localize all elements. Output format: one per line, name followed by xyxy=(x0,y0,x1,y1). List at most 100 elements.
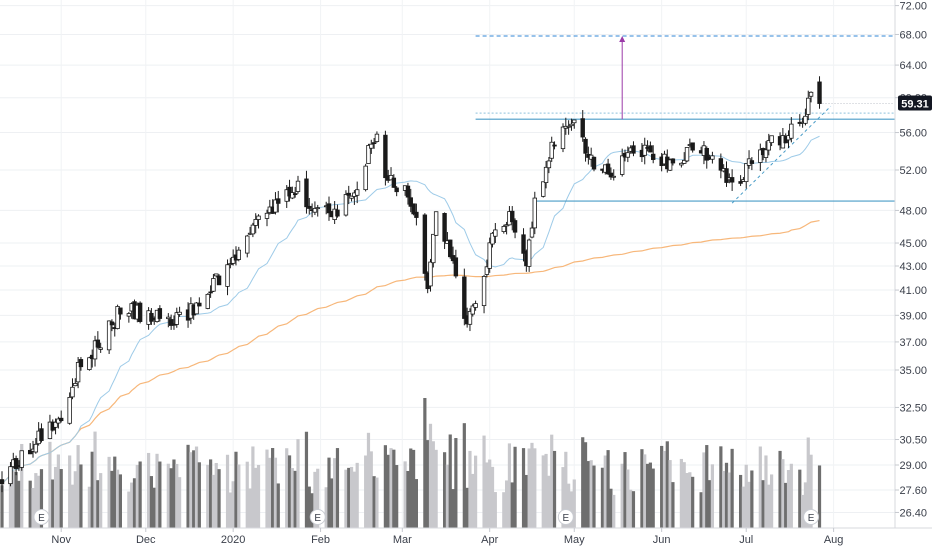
candle-body xyxy=(411,203,416,215)
volume-bar xyxy=(502,492,506,528)
candle-body xyxy=(442,213,447,242)
volume-bar xyxy=(132,478,137,528)
volume-bar xyxy=(31,487,35,528)
candle-body xyxy=(718,158,724,171)
volume-bar xyxy=(347,467,351,528)
y-axis[interactable]: 72.0068.0064.0060.0056.0052.0048.0045.00… xyxy=(895,1,927,520)
candle-body xyxy=(92,340,98,360)
volume-bar xyxy=(375,477,379,528)
volume-bar xyxy=(166,463,170,528)
x-tick-label: Dec xyxy=(136,534,156,546)
x-tick-label: Jun xyxy=(653,534,671,546)
volume-bar xyxy=(313,471,317,528)
candle-body xyxy=(343,194,349,216)
candle-body xyxy=(744,163,749,183)
earnings-marker-icon[interactable] xyxy=(557,509,574,525)
candle-body xyxy=(470,305,475,315)
volume-bar xyxy=(392,449,396,528)
candle-body xyxy=(408,197,413,207)
candle-body xyxy=(749,160,755,164)
volume-bar xyxy=(781,459,785,528)
candle-body xyxy=(619,155,625,175)
candle-body xyxy=(73,383,78,387)
volume-bar xyxy=(468,450,472,528)
x-axis[interactable]: Nov Dec 2020 Feb Mar Apr May Jun Jul Aug xyxy=(51,528,843,546)
candle-body xyxy=(292,193,298,196)
volume-bar xyxy=(564,451,568,528)
rising-trendline[interactable] xyxy=(731,105,832,204)
volume-bar xyxy=(17,480,21,528)
volume-bar xyxy=(178,477,182,528)
candle-body xyxy=(487,242,492,269)
volume-bar xyxy=(547,475,551,528)
volume-bar xyxy=(431,441,435,528)
volume-bar xyxy=(256,464,261,528)
volume-bar xyxy=(48,441,52,528)
earnings-marker-label: E xyxy=(38,513,45,524)
candle-body xyxy=(670,158,676,164)
candle-body xyxy=(363,165,368,191)
earnings-marker-icon[interactable] xyxy=(309,509,326,525)
candle-body xyxy=(13,458,19,469)
volume-bar xyxy=(369,451,373,528)
x-tick-label: Apr xyxy=(481,534,498,546)
volume-bar xyxy=(293,470,297,528)
volume-bar xyxy=(505,480,509,528)
volume-bar xyxy=(383,445,387,528)
support-resistance-lines[interactable] xyxy=(475,35,895,204)
volume-bar xyxy=(344,469,348,528)
volume-bar xyxy=(521,448,526,528)
candle-body xyxy=(560,126,566,150)
volume-bar xyxy=(330,478,334,528)
candle-body xyxy=(75,362,81,383)
candle-body xyxy=(501,226,506,232)
volume-bar xyxy=(265,449,269,528)
volume-bar xyxy=(679,458,683,528)
volume-bar xyxy=(643,454,647,528)
projection-arrow-head xyxy=(619,35,626,42)
candle-body xyxy=(546,160,552,169)
volume-bar xyxy=(493,492,497,528)
candle-body xyxy=(648,145,653,153)
volume-bar xyxy=(761,480,765,528)
x-tick-label: 2020 xyxy=(221,534,245,546)
volume-bar xyxy=(68,455,72,528)
candle-body xyxy=(312,207,318,213)
volume-bar xyxy=(606,450,610,528)
candle-body xyxy=(580,118,585,138)
candle-body xyxy=(504,224,509,227)
volume-bar xyxy=(189,452,193,528)
volume-bar xyxy=(482,435,486,528)
volume-bar xyxy=(127,491,131,528)
volume-bar xyxy=(612,494,616,528)
volume-bar xyxy=(364,455,368,528)
volume-bar xyxy=(234,451,238,528)
volume-bar xyxy=(758,446,762,528)
volume-bar xyxy=(434,449,438,528)
volume-bar xyxy=(747,481,751,528)
earnings-marker-icon[interactable] xyxy=(33,509,50,525)
volume-bar xyxy=(285,448,289,528)
volume-bar xyxy=(629,489,633,528)
volume-bar xyxy=(349,466,354,528)
volume-bar xyxy=(395,465,399,528)
y-tick-label: 72.00 xyxy=(899,1,927,13)
candle-body xyxy=(245,235,250,254)
candle-body xyxy=(529,227,535,238)
volume-bar xyxy=(626,469,630,528)
volume-bar xyxy=(527,448,531,528)
y-tick-label: 41.00 xyxy=(899,285,927,297)
earnings-marker-icon[interactable] xyxy=(803,509,820,525)
y-tick-label: 35.00 xyxy=(899,365,927,377)
volume-bar xyxy=(583,442,588,528)
volume-bar xyxy=(389,448,393,528)
volume-bar xyxy=(335,448,340,528)
x-tick-label: Feb xyxy=(311,534,330,546)
volume-bar xyxy=(730,448,734,528)
candle-body xyxy=(137,302,143,322)
volume-bar xyxy=(719,446,723,528)
volume-bar xyxy=(586,461,590,528)
volume-bar xyxy=(113,456,117,528)
